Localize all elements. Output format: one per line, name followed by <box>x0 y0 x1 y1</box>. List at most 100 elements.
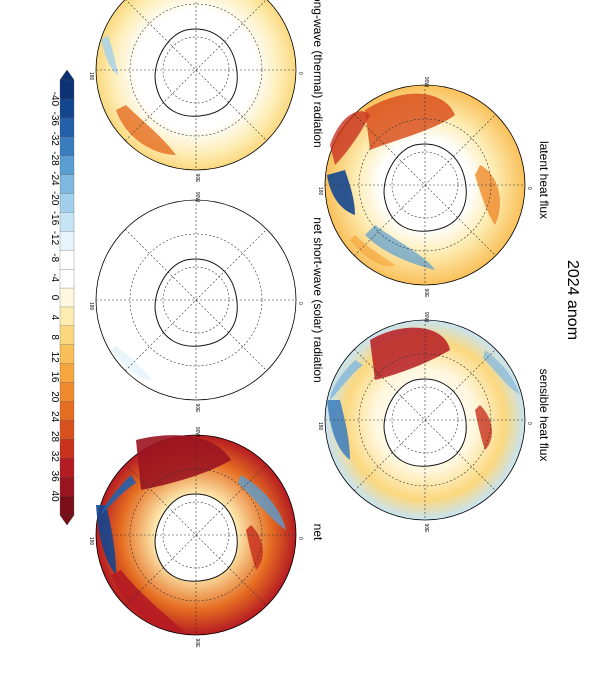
colorbar-swatch <box>59 155 75 176</box>
colorbar-swatch <box>59 231 75 251</box>
panel-label-latent: latent heat flux <box>537 141 551 219</box>
colorbar-tick-label: -24 <box>49 171 60 186</box>
coastline <box>383 378 467 467</box>
panel-label-shortwave: net short-wave (solar) radiation <box>311 217 325 382</box>
panel-sensible-heat-flux: sensible heat flux 90W 0 90E 180 <box>317 312 551 533</box>
coastline <box>154 493 238 582</box>
lon-label: 180 <box>317 187 323 196</box>
lon-label: 0 <box>526 187 532 190</box>
panel-net: net 90W 0 90E 180 <box>88 427 325 648</box>
colorbar-tick-label: 20 <box>49 391 60 403</box>
lon-label: 90W <box>423 77 429 88</box>
colorbar-swatch <box>59 363 75 384</box>
colorbar-tick-label: 36 <box>49 471 60 483</box>
colorbar-swatch <box>59 477 75 497</box>
colorbar-arrow-bottom <box>59 514 75 526</box>
colorbar-swatch <box>59 439 75 459</box>
colorbar-swatch <box>59 193 75 213</box>
colorbar-swatch <box>59 382 75 402</box>
lon-label: 90E <box>194 404 200 414</box>
panel-long-wave: long-wave (thermal) radiation 0 90E 180 <box>88 0 325 183</box>
lon-label: 0 <box>297 72 303 75</box>
colorbar-tick-label: 40 <box>49 491 60 503</box>
lon-label: 180 <box>317 422 323 431</box>
colorbar-arrow-top <box>59 69 75 81</box>
map-latent: 90W 0 90E 180 <box>317 77 532 298</box>
colorbar-swatch <box>59 117 75 138</box>
lon-label: 90W <box>194 192 200 203</box>
colorbar-swatch <box>59 98 75 119</box>
colorbar-swatch <box>59 268 75 289</box>
anomaly-patch-blue <box>327 170 355 215</box>
anomaly-patch-blue <box>96 505 116 575</box>
lon-label: 90E <box>194 174 200 184</box>
panel-latent-heat-flux: latent heat flux 90W 0 90E 180 <box>317 77 551 298</box>
lon-label: 90E <box>423 524 429 534</box>
panel-short-wave: net short-wave (solar) radiation 90W 0 9… <box>88 192 325 413</box>
anomaly-patch-blue <box>111 345 151 380</box>
colorbar-swatch <box>59 420 75 440</box>
map-shortwave: 90W 0 90E 180 <box>88 192 303 413</box>
lon-label: 90W <box>423 312 429 323</box>
lon-label: 90E <box>423 289 429 299</box>
colorbar-tick-label: 8 <box>49 334 60 340</box>
panel-label-longwave: long-wave (thermal) radiation <box>311 0 325 148</box>
lon-label: 0 <box>526 422 532 425</box>
colorbar-tick-label: -8 <box>49 253 60 262</box>
anomaly-patch-red <box>246 525 263 570</box>
colorbar-swatch <box>59 458 75 478</box>
colorbar-tick-label: -4 <box>49 273 60 282</box>
colorbar-tick-label: -16 <box>49 211 60 226</box>
coastline <box>383 143 467 232</box>
colorbar-tick-label: -36 <box>49 112 60 127</box>
colorbar-tick-label: 28 <box>49 431 60 443</box>
anomaly-patch-orange <box>475 165 500 225</box>
coastline <box>154 28 238 117</box>
figure-title: 2024 anom <box>564 260 581 340</box>
colorbar-swatch <box>59 401 75 421</box>
anomaly-patch-orange <box>350 235 395 267</box>
panel-label-net: net <box>311 524 325 541</box>
colorbar-tick-label: 0 <box>49 295 60 301</box>
anomaly-patch-blue <box>238 475 286 530</box>
colorbar-tick-label: 12 <box>49 352 60 364</box>
anomaly-patch-red <box>111 570 186 633</box>
lon-label: 0 <box>297 302 303 305</box>
lon-label: 180 <box>88 72 94 81</box>
colorbar-tick-label: -32 <box>49 131 60 146</box>
colorbar-tick-label: 24 <box>49 411 60 423</box>
map-longwave: 0 90E 180 <box>88 0 303 183</box>
lon-label: 90E <box>194 639 200 649</box>
colorbar-swatch <box>59 287 75 308</box>
colorbar: -40-36-32-28-24-20-16-12-8-4048121620242… <box>49 69 75 526</box>
colorbar-tick-label: 32 <box>49 451 60 463</box>
anomaly-patch-orange <box>116 105 176 155</box>
anomaly-patch-red <box>370 327 450 380</box>
colorbar-tick-label: -20 <box>49 191 60 206</box>
colorbar-swatch <box>59 79 75 100</box>
map-net: 90W 0 90E 180 <box>88 427 303 648</box>
lon-label: 180 <box>88 537 94 546</box>
coastline <box>154 258 238 347</box>
anomaly-patch-red <box>136 435 231 490</box>
map-sensible: 90W 0 90E 180 <box>317 312 532 533</box>
lon-label: 180 <box>88 302 94 311</box>
anomaly-patch-orange <box>475 405 492 450</box>
colorbar-swatch <box>59 325 75 346</box>
panel-label-sensible: sensible heat flux <box>537 369 551 462</box>
colorbar-tick-label: 16 <box>49 371 60 383</box>
anomaly-patch-red <box>365 93 455 150</box>
anomaly-patch-blue <box>101 35 118 75</box>
colorbar-swatch <box>59 212 75 232</box>
colorbar-swatch <box>59 250 75 270</box>
colorbar-tick-label: -28 <box>49 151 60 166</box>
anomaly-patch-blue <box>327 400 350 460</box>
lon-label: 0 <box>297 537 303 540</box>
colorbar-tick-label: -40 <box>49 92 60 107</box>
colorbar-tick-label: -12 <box>49 231 60 246</box>
colorbar-swatch <box>59 136 75 157</box>
lon-label: 90W <box>194 427 200 438</box>
colorbar-swatch <box>59 306 75 327</box>
anomaly-patch-blue <box>365 225 435 270</box>
